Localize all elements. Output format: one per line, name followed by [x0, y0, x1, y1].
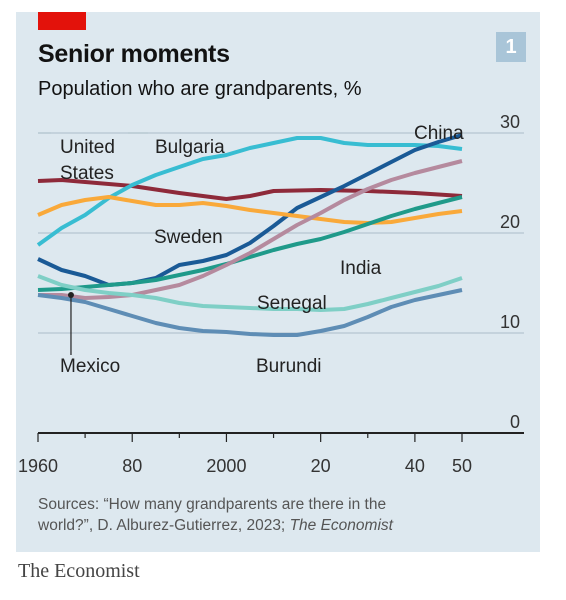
series-label-senegal: Senegal	[257, 293, 327, 314]
series-label-bulgaria: Bulgaria	[155, 137, 225, 158]
y-tick-label-10: 10	[500, 312, 520, 332]
series-label-sweden: Sweden	[154, 227, 223, 248]
series-lines	[36, 133, 463, 337]
series-line-burundi	[37, 288, 463, 337]
series-label-india: India	[340, 258, 382, 279]
series-line-senegal	[37, 274, 463, 312]
series-label-united-states: United	[60, 137, 115, 158]
x-tick-label-1960: 1960	[18, 456, 58, 476]
series-line-sweden	[37, 195, 463, 225]
publisher-brand: The Economist	[18, 560, 140, 582]
x-tick-label-2040: 40	[405, 456, 425, 476]
line-chart: United States Bulgaria China Sweden India Mexi…	[18, 112, 524, 476]
sources-line-1: Sources: “How many grandparents are ther…	[38, 496, 387, 513]
axes: 0 10 20 30 1960 80 2000 20 40 50	[18, 112, 524, 476]
chart-number-badge: 1	[496, 32, 526, 62]
x-tick-label-2050: 50	[452, 456, 472, 476]
sources-line-2: world?”, D. Alburez-Gutierrez, 2023; The…	[38, 515, 438, 536]
series-label-mexico: Mexico	[60, 356, 120, 377]
series-labels: United States Bulgaria China Sweden India Mexi…	[38, 123, 464, 377]
sources-line-2-text: world?”, D. Alburez-Gutierrez, 2023;	[38, 517, 290, 534]
x-tick-label-2020: 20	[311, 456, 331, 476]
y-tick-label-0: 0	[510, 412, 520, 432]
sources-publication: The Economist	[289, 517, 393, 534]
brand-red-tab	[38, 12, 86, 30]
series-label-china: China	[414, 123, 464, 144]
series-line-mexico	[38, 159, 463, 300]
y-tick-label-30: 30	[500, 112, 520, 132]
series-line-united-states	[37, 178, 463, 201]
sources-note: Sources: “How many grandparents are ther…	[38, 494, 438, 536]
x-tick-label-2000: 2000	[206, 456, 246, 476]
series-line-india	[37, 195, 463, 292]
chart-card: Senior moments Population who are grandp…	[16, 12, 540, 552]
series-label-united-states-line-2: States	[60, 163, 114, 184]
x-tick-label-1980: 80	[122, 456, 142, 476]
chart-title: Senior moments	[38, 40, 230, 68]
y-tick-label-20: 20	[500, 212, 520, 232]
chart-subtitle: Population who are grandparents, %	[38, 78, 362, 100]
series-label-burundi: Burundi	[256, 356, 322, 377]
